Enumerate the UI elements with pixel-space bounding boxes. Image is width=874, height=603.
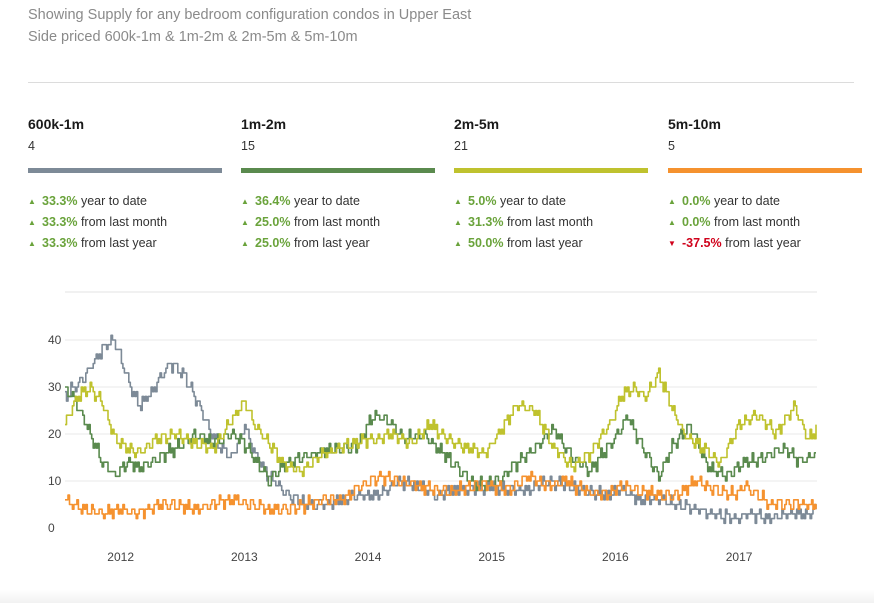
stat-year-to-date: ▲ 33.3% year to date bbox=[28, 191, 222, 212]
legend-column-5m-10m[interactable]: 5m-10m 5 ▲ 0.0% year to date ▲ 0.0% from l… bbox=[668, 114, 862, 254]
column-count: 4 bbox=[28, 139, 35, 153]
stat-label: year to date bbox=[713, 194, 780, 208]
trend-arrow-icon: ▲ bbox=[241, 197, 249, 206]
y-tick-label: 0 bbox=[48, 521, 55, 535]
stat-percent: 25.0% bbox=[255, 236, 291, 250]
trend-arrow-icon: ▲ bbox=[241, 218, 249, 227]
stat-year-to-date: ▲ 36.4% year to date bbox=[241, 191, 435, 212]
trend-arrow-icon: ▲ bbox=[454, 197, 462, 206]
stat-percent: 36.4% bbox=[255, 194, 291, 208]
stat-label: year to date bbox=[499, 194, 566, 208]
column-title: 600k-1m bbox=[28, 116, 85, 132]
stat-percent: -37.5% bbox=[682, 236, 722, 250]
subtitle-line-1: Showing Supply for any bedroom configura… bbox=[28, 7, 472, 23]
column-title: 1m-2m bbox=[241, 116, 287, 132]
stat-percent: 33.3% bbox=[42, 194, 78, 208]
stat-from-last-year: ▲ 50.0% from last year bbox=[454, 233, 648, 254]
column-count: 15 bbox=[241, 139, 255, 153]
x-tick-label: 2012 bbox=[107, 550, 134, 564]
trend-arrow-icon: ▲ bbox=[28, 239, 36, 248]
stat-label: from last year bbox=[725, 236, 801, 250]
x-tick-label: 2013 bbox=[231, 550, 258, 564]
y-tick-label: 40 bbox=[48, 333, 62, 347]
stat-label: year to date bbox=[293, 194, 360, 208]
stat-percent: 50.0% bbox=[468, 236, 504, 250]
trend-arrow-icon: ▲ bbox=[668, 197, 676, 206]
stat-percent: 25.0% bbox=[255, 215, 291, 229]
series-color-bar bbox=[668, 168, 862, 173]
stat-label: year to date bbox=[80, 194, 147, 208]
x-tick-label: 2017 bbox=[726, 550, 753, 564]
stat-year-to-date: ▲ 0.0% year to date bbox=[668, 191, 862, 212]
trend-arrow-icon: ▼ bbox=[668, 239, 676, 248]
x-tick-label: 2015 bbox=[478, 550, 505, 564]
stat-year-to-date: ▲ 5.0% year to date bbox=[454, 191, 648, 212]
stat-from-last-year: ▲ 25.0% from last year bbox=[241, 233, 435, 254]
column-title: 2m-5m bbox=[454, 116, 500, 132]
stat-label: from last month bbox=[293, 215, 381, 229]
supply-line-chart: 0 10 20 30 40 2012 2013 2014 2015 2016 2017 bbox=[48, 291, 817, 564]
stat-percent: 33.3% bbox=[42, 215, 78, 229]
chart-subtitle: Showing Supply for any bedroom configura… bbox=[28, 4, 548, 48]
legend-column-600k-1m[interactable]: 600k-1m 4 ▲ 33.3% year to date ▲ 33.3% fro… bbox=[28, 114, 222, 254]
column-title: 5m-10m bbox=[668, 116, 721, 132]
series-color-bar bbox=[454, 168, 648, 173]
trend-arrow-icon: ▲ bbox=[28, 197, 36, 206]
column-count: 5 bbox=[668, 139, 675, 153]
header-divider bbox=[28, 82, 854, 83]
stat-label: from last year bbox=[80, 236, 157, 250]
y-tick-label: 30 bbox=[48, 380, 62, 394]
trend-arrow-icon: ▲ bbox=[241, 239, 249, 248]
subtitle-line-2: Side priced 600k-1m & 1m-2m & 2m-5m & 5m… bbox=[28, 29, 358, 45]
stat-percent: 5.0% bbox=[468, 194, 497, 208]
trend-arrow-icon: ▲ bbox=[28, 218, 36, 227]
trend-arrow-icon: ▲ bbox=[454, 239, 462, 248]
stat-from-last-year: ▼ -37.5% from last year bbox=[668, 233, 862, 254]
stat-from-last-month: ▲ 0.0% from last month bbox=[668, 212, 862, 233]
stat-label: from last month bbox=[713, 215, 801, 229]
stat-from-last-month: ▲ 31.3% from last month bbox=[454, 212, 648, 233]
trend-arrow-icon: ▲ bbox=[454, 218, 462, 227]
series-line-1m-2m bbox=[65, 386, 816, 492]
stat-label: from last month bbox=[80, 215, 168, 229]
stat-from-last-month: ▲ 33.3% from last month bbox=[28, 212, 222, 233]
y-tick-label: 10 bbox=[48, 474, 62, 488]
x-tick-label: 2016 bbox=[602, 550, 629, 564]
bottom-edge bbox=[0, 590, 874, 603]
stat-label: from last month bbox=[506, 215, 594, 229]
stat-label: from last year bbox=[506, 236, 583, 250]
column-count: 21 bbox=[454, 139, 468, 153]
legend-column-2m-5m[interactable]: 2m-5m 21 ▲ 5.0% year to date ▲ 31.3% from … bbox=[454, 114, 648, 254]
stat-from-last-year: ▲ 33.3% from last year bbox=[28, 233, 222, 254]
series-color-bar bbox=[241, 168, 435, 173]
stat-percent: 31.3% bbox=[468, 215, 504, 229]
series-line-5m-10m bbox=[65, 470, 817, 520]
series-line-2m-5m bbox=[65, 367, 817, 478]
legend-column-1m-2m[interactable]: 1m-2m 15 ▲ 36.4% year to date ▲ 25.0% from… bbox=[241, 114, 435, 254]
y-tick-label: 20 bbox=[48, 427, 62, 441]
stat-percent: 0.0% bbox=[682, 215, 711, 229]
stat-percent: 33.3% bbox=[42, 236, 78, 250]
stat-label: from last year bbox=[293, 236, 370, 250]
x-tick-label: 2014 bbox=[355, 550, 382, 564]
stat-from-last-month: ▲ 25.0% from last month bbox=[241, 212, 435, 233]
trend-arrow-icon: ▲ bbox=[668, 218, 676, 227]
stat-percent: 0.0% bbox=[682, 194, 711, 208]
series-line-600k-1m bbox=[65, 334, 817, 525]
series-color-bar bbox=[28, 168, 222, 173]
